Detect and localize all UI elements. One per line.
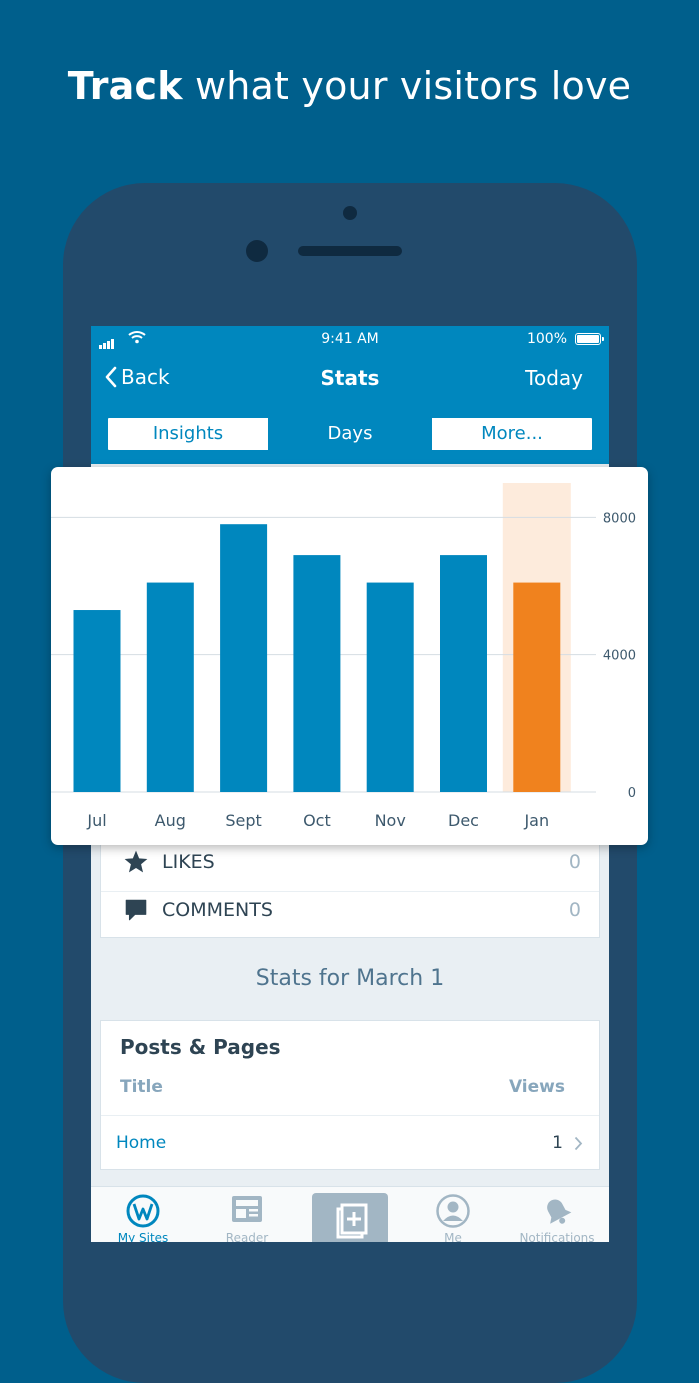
headline-bold: Track — [67, 64, 183, 108]
x-tick-label: Jan — [523, 811, 549, 830]
tab-label: My Sites — [117, 1231, 169, 1242]
post-title-link[interactable]: Home — [116, 1133, 167, 1153]
wifi-icon — [128, 331, 146, 344]
write-post-button[interactable] — [312, 1193, 388, 1242]
tab-label: Notifications — [519, 1231, 595, 1242]
headline-rest: what your visitors love — [182, 64, 632, 108]
tab-me[interactable]: Me — [401, 1187, 505, 1242]
tab-bar: My Sites Reader M — [91, 1186, 609, 1242]
posts-pages-title: Posts & Pages — [120, 1035, 281, 1059]
headline: Track what your visitors love — [0, 64, 699, 108]
stat-label: COMMENTS — [162, 899, 273, 921]
stats-summary-card: LIKES 0 COMMENTS 0 — [100, 836, 600, 938]
comment-icon — [125, 899, 147, 921]
column-header-views: Views — [508, 1077, 565, 1097]
today-button[interactable]: Today — [525, 366, 583, 390]
bell-icon — [547, 1199, 572, 1224]
tab-label: Me — [444, 1231, 462, 1242]
signal-icon — [99, 333, 115, 349]
bar-aug — [146, 582, 194, 792]
segment-insights[interactable]: Insights — [152, 423, 224, 444]
segment-days[interactable]: Days — [268, 418, 430, 450]
write-post-icon — [336, 1203, 368, 1239]
nav-bar: Back Stats Today — [91, 352, 609, 408]
stat-value: 0 — [568, 899, 581, 921]
status-bar: 9:41 AM 100% — [91, 326, 609, 352]
tab-reader[interactable]: Reader — [195, 1187, 299, 1242]
posts-pages-card: Posts & Pages Title Views Home 1 — [100, 1020, 600, 1170]
period-segmented-control: Insights Days More... — [106, 416, 594, 452]
x-tick-label: Dec — [448, 811, 479, 830]
column-header-title: Title — [120, 1077, 163, 1097]
period-selector-bar: Insights Days More... — [91, 408, 609, 464]
camera-dot — [343, 206, 357, 220]
chevron-left-icon — [105, 366, 117, 388]
speaker-grille — [298, 246, 402, 256]
tab-label: Reader — [225, 1231, 269, 1242]
y-tick-label: 8000 — [603, 511, 636, 526]
views-bar-chart: 0 4000 8000 Jul Aug Sept Oct Nov Dec Jan — [51, 483, 636, 830]
stat-row-comments[interactable]: COMMENTS 0 — [101, 885, 599, 939]
star-icon — [124, 850, 148, 873]
views-chart-card: 0 4000 8000 Jul Aug Sept Oct Nov Dec Jan — [51, 467, 648, 845]
x-tick-label: Aug — [155, 811, 186, 830]
y-tick-label: 4000 — [603, 649, 636, 664]
x-tick-label: Oct — [303, 811, 331, 830]
tab-notifications[interactable]: Notifications — [505, 1187, 609, 1242]
stat-label: LIKES — [162, 851, 215, 873]
sensor-dot — [246, 240, 268, 262]
reader-icon — [232, 1196, 262, 1222]
x-tick-label: Nov — [375, 811, 406, 830]
back-button[interactable]: Back — [105, 365, 170, 389]
tab-my-sites[interactable]: My Sites — [91, 1187, 195, 1242]
wordpress-icon — [126, 1194, 160, 1228]
person-icon — [436, 1194, 470, 1228]
battery-icon — [575, 333, 604, 345]
stat-value: 0 — [568, 851, 581, 873]
bar-oct — [293, 555, 341, 792]
x-tick-label: Jul — [86, 811, 106, 830]
back-label: Back — [121, 365, 170, 389]
bar-jan — [513, 582, 561, 792]
post-views-count: 1 — [552, 1133, 563, 1153]
chevron-right-icon — [574, 1136, 583, 1151]
bar-dec — [440, 555, 487, 792]
bar-sept — [220, 524, 268, 792]
bar-jul — [73, 610, 121, 792]
table-row[interactable]: Home 1 — [101, 1115, 599, 1170]
stats-date-heading: Stats for March 1 — [255, 966, 445, 991]
segment-more[interactable]: More... — [430, 418, 592, 450]
battery-percent: 100% — [526, 331, 567, 347]
y-tick-label: 0 — [628, 786, 636, 801]
status-time: 9:41 AM — [321, 331, 379, 347]
stat-row-likes[interactable]: LIKES 0 — [101, 837, 599, 892]
bar-nov — [366, 582, 414, 792]
x-tick-label: Sept — [225, 811, 261, 830]
page-title: Stats — [320, 366, 380, 390]
